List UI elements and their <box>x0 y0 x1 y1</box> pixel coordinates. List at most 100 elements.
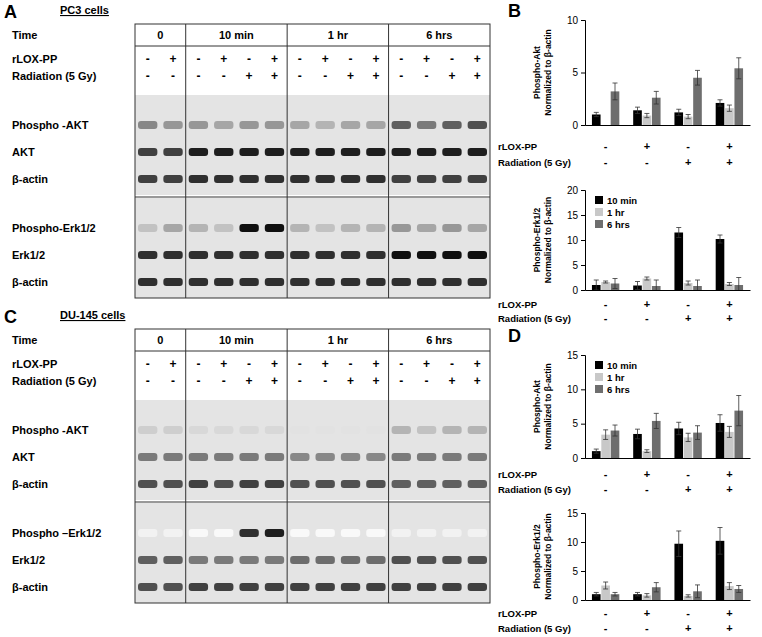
gel-separator <box>135 502 490 503</box>
band <box>417 556 436 564</box>
condition-mark: + <box>644 298 650 310</box>
error-bar <box>736 278 741 291</box>
band <box>341 278 360 286</box>
y-tick-label: 0 <box>572 595 578 606</box>
condition-mark: - <box>323 69 327 83</box>
condition-mark: + <box>271 52 278 66</box>
plot-area <box>592 528 743 601</box>
group-divider <box>388 24 389 298</box>
band <box>214 453 233 461</box>
error-bar <box>635 107 640 113</box>
band <box>163 224 182 232</box>
band <box>366 278 385 286</box>
band <box>442 453 461 461</box>
band <box>442 583 461 591</box>
blot-title: DU-145 cells <box>60 309 125 321</box>
band <box>189 278 208 286</box>
band <box>442 278 461 286</box>
condition-mark: + <box>726 312 732 324</box>
panel-letter: A <box>4 2 17 22</box>
band <box>239 556 258 564</box>
band <box>366 224 385 232</box>
error-bar <box>654 280 659 290</box>
band <box>265 529 284 537</box>
band <box>265 583 284 591</box>
condition-mark: + <box>726 468 732 480</box>
error-bar <box>686 595 691 597</box>
band <box>366 583 385 591</box>
y-tick-mark <box>581 20 585 21</box>
y-tick: 5 <box>572 260 585 271</box>
y-tick: 0 <box>572 285 585 296</box>
condition-mark: - <box>604 140 608 152</box>
band <box>442 426 461 434</box>
band <box>290 583 309 591</box>
condition-label: Radiation (5 Gy) <box>498 313 571 324</box>
condition-mark: - <box>425 69 429 83</box>
band <box>468 583 487 591</box>
band <box>417 251 436 259</box>
band <box>189 148 208 156</box>
legend-label: 1 hr <box>607 207 625 218</box>
condition-mark: - <box>604 607 608 619</box>
bar <box>674 233 683 291</box>
x-axis-line <box>586 290 751 291</box>
time-label: 1 hr <box>328 29 349 41</box>
band <box>163 278 182 286</box>
gel-background <box>135 198 490 298</box>
band <box>290 278 309 286</box>
band <box>214 278 233 286</box>
figure: APC3 cellsPhospho -AKTAKTβ-actinPhospho-… <box>0 0 762 637</box>
y-axis-line <box>581 21 586 126</box>
y-axis-line <box>581 356 586 459</box>
band <box>239 121 258 129</box>
band <box>265 453 284 461</box>
y-tick: 15 <box>567 210 585 221</box>
condition-mark: - <box>645 312 649 324</box>
error-bar <box>594 449 599 453</box>
condition-mark: + <box>685 156 691 168</box>
error-bar <box>736 58 741 79</box>
band <box>214 148 233 156</box>
group-divider <box>185 24 186 298</box>
condition-mark: - <box>323 374 327 388</box>
band <box>468 251 487 259</box>
band-label: β-actin <box>12 173 48 185</box>
band <box>214 121 233 129</box>
band <box>316 278 335 286</box>
condition-mark: - <box>196 69 200 83</box>
error-bar <box>635 592 640 595</box>
y-tick-label: 0 <box>572 453 578 464</box>
band <box>163 480 182 488</box>
band <box>189 583 208 591</box>
band <box>138 426 157 434</box>
band <box>442 529 461 537</box>
band <box>341 453 360 461</box>
condition-mark: - <box>450 52 454 66</box>
background <box>0 0 762 637</box>
group-divider <box>185 329 186 603</box>
y-tick-label: 5 <box>572 67 578 78</box>
error-bar <box>613 279 618 289</box>
condition-mark: - <box>222 69 226 83</box>
y-tick-label: 10 <box>567 384 579 395</box>
error-bar <box>676 531 681 557</box>
condition-mark: + <box>246 69 253 83</box>
band <box>265 278 284 286</box>
condition-mark: - <box>604 312 608 324</box>
error-bar <box>686 281 691 285</box>
condition-mark: - <box>399 374 403 388</box>
condition-mark: + <box>372 357 379 371</box>
error-bar <box>654 91 659 104</box>
row-header: Time <box>12 29 37 41</box>
error-bar <box>644 450 649 453</box>
band <box>468 175 487 183</box>
legend-swatch <box>595 373 603 381</box>
condition-mark: - <box>298 52 302 66</box>
condition-mark: + <box>347 69 354 83</box>
condition-mark: - <box>686 607 690 619</box>
condition-mark: - <box>146 374 150 388</box>
band <box>138 251 157 259</box>
gel-background <box>135 95 490 195</box>
condition-mark: + <box>220 52 227 66</box>
